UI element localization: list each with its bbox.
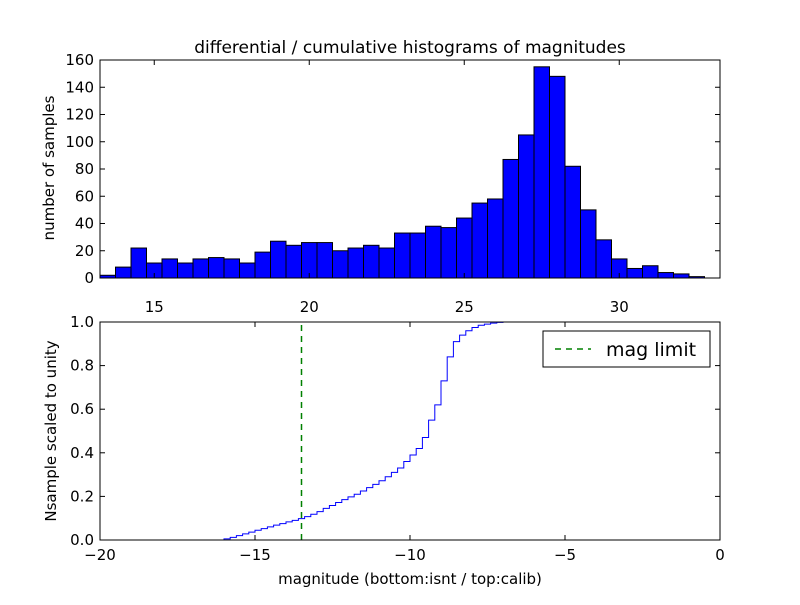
- histogram-bar: [533, 66, 550, 279]
- legend-label-mag-limit: mag limit: [606, 339, 696, 361]
- histogram-y-tick-label: 0: [84, 269, 94, 287]
- histogram-bar: [657, 272, 674, 279]
- histogram-y-axis-label: number of samples: [40, 95, 58, 240]
- cumulative-y-tick-label: 1.0: [70, 313, 94, 331]
- cumulative-x-tick-label: −10: [394, 546, 426, 564]
- histogram-bar: [192, 258, 209, 279]
- histogram-bar: [115, 266, 132, 279]
- histogram-bar: [440, 227, 457, 279]
- histogram-bar: [208, 257, 225, 279]
- histogram-bar: [673, 273, 690, 279]
- histogram-x-tick-label: 20: [300, 298, 319, 316]
- cumulative-x-tick-label: −5: [554, 546, 576, 564]
- histogram-bar: [580, 209, 597, 279]
- cumulative-panel: Nsample scaled to unity magnitude (botto…: [42, 313, 725, 588]
- histogram-y-tick-label: 20: [75, 242, 94, 260]
- histogram-axes: 0 20 40 60 80 100 120 140 160 15 20 25 30: [65, 51, 721, 316]
- histogram-y-tick-label: 160: [65, 51, 94, 69]
- histogram-bar: [130, 247, 147, 279]
- cumulative-y-tick-label: 0.0: [70, 531, 94, 549]
- histogram-x-tick-label: 25: [455, 298, 474, 316]
- histogram-bar: [177, 262, 194, 279]
- cumulative-x-axis-label: magnitude (bottom:isnt / top:calib): [278, 570, 542, 588]
- histogram-bar: [502, 158, 519, 279]
- histogram-bar: [471, 202, 488, 279]
- histogram-panel: differential / cumulative histograms of …: [40, 38, 721, 316]
- histogram-bar: [642, 265, 659, 279]
- histogram-bar: [285, 244, 302, 279]
- histogram-bar: [161, 258, 178, 279]
- histogram-bar: [270, 240, 287, 279]
- histogram-y-tick-label: 40: [75, 215, 94, 233]
- cumulative-x-tick-label: 0: [715, 546, 725, 564]
- cumulative-y-tick-label: 0.4: [70, 444, 94, 462]
- histogram-bars: [99, 66, 705, 279]
- cumulative-lines: [100, 321, 720, 541]
- histogram-bar: [487, 198, 504, 279]
- histogram-bar: [254, 251, 271, 279]
- cumulative-y-axis-label: Nsample scaled to unity: [42, 340, 60, 521]
- histogram-bar: [239, 262, 256, 279]
- histogram-bar: [301, 242, 318, 279]
- histogram-y-tick-label: 120: [65, 106, 94, 124]
- histogram-bar: [316, 242, 333, 279]
- cumulative-y-tick-label: 0.6: [70, 400, 94, 418]
- histogram-x-tick-label: 30: [610, 298, 629, 316]
- histogram-bar: [394, 232, 411, 279]
- histogram-bar: [378, 247, 395, 279]
- histogram-bar: [595, 239, 612, 279]
- histogram-x-tick-label: 15: [145, 298, 164, 316]
- histogram-bar: [223, 258, 240, 279]
- histogram-bar: [347, 247, 364, 279]
- histogram-bar: [456, 217, 473, 279]
- histogram-y-tick-label: 140: [65, 78, 94, 96]
- histogram-bar: [425, 225, 442, 279]
- cumulative-x-tick-label: −20: [84, 546, 116, 564]
- histogram-y-tick-label: 100: [65, 133, 94, 151]
- histogram-y-tick-label: 80: [75, 160, 94, 178]
- cumulative-x-tick-label: −15: [239, 546, 271, 564]
- cumulative-y-tick-label: 0.8: [70, 357, 94, 375]
- cumulative-axes: 0.0 0.2 0.4 0.6 0.8 1.0 −20 −15 −10 −5 0: [70, 313, 725, 564]
- legend: mag limit: [542, 330, 711, 368]
- histogram-bar: [518, 134, 535, 279]
- histogram-bar: [409, 232, 426, 279]
- histogram-bar: [564, 165, 581, 279]
- histogram-bar: [549, 75, 566, 279]
- histogram-bar: [363, 244, 380, 279]
- cumulative-step-line: [100, 321, 720, 541]
- histogram-bar: [626, 267, 643, 279]
- histogram-bar: [332, 250, 349, 279]
- cumulative-y-tick-label: 0.2: [70, 487, 94, 505]
- chart-title: differential / cumulative histograms of …: [194, 38, 626, 58]
- histogram-y-tick-label: 60: [75, 187, 94, 205]
